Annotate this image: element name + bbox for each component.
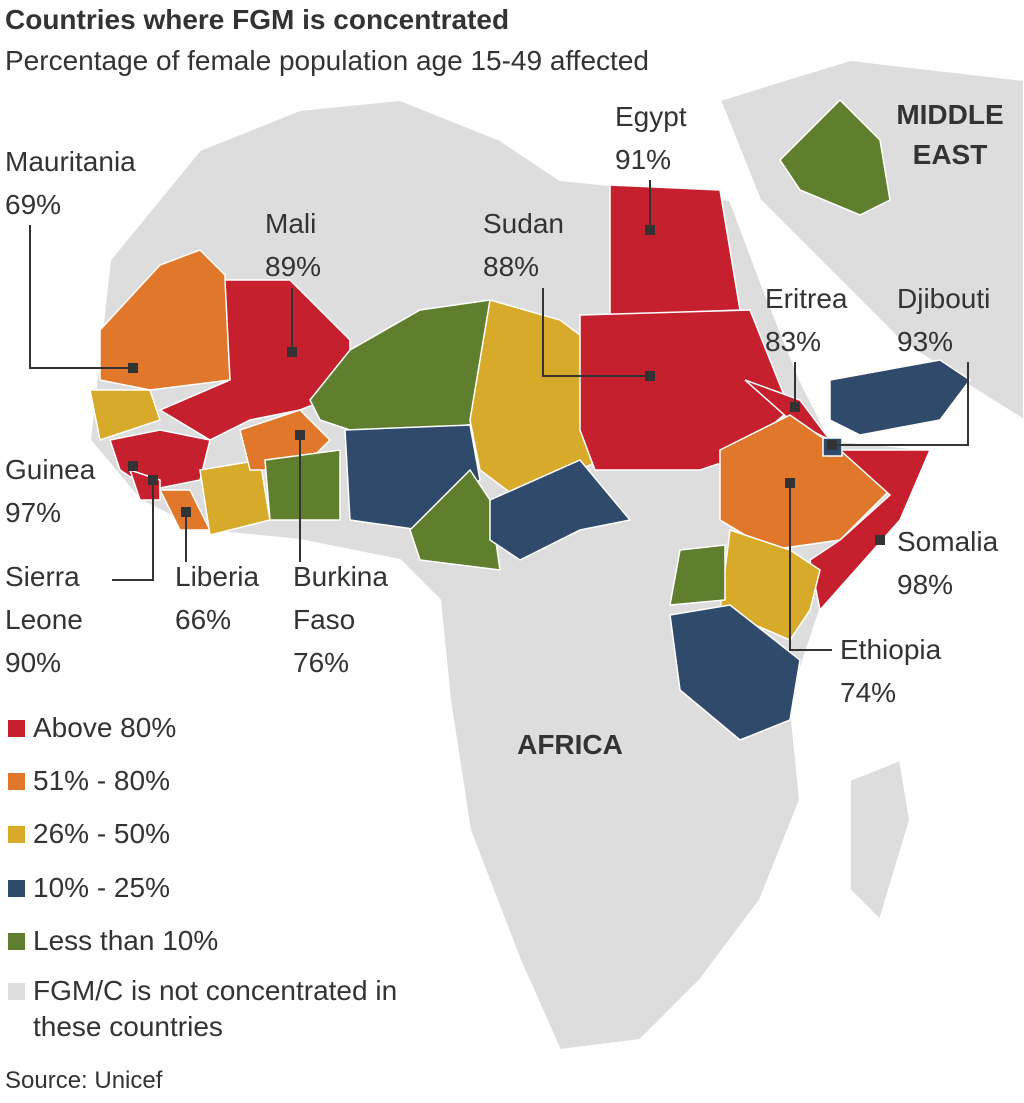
country-label: Burkina Faso 76% <box>293 555 413 684</box>
legend-swatch <box>8 880 25 897</box>
country-value: 97% <box>5 497 62 528</box>
legend-label: 51% - 80% <box>33 765 170 796</box>
countries <box>89 98 972 741</box>
country-name: Ethiopia <box>840 634 942 665</box>
country-value: 74% <box>840 677 897 708</box>
country-name: Liberia <box>175 561 260 592</box>
country-name: Guinea <box>5 454 96 485</box>
region-label: AFRICA <box>517 729 623 760</box>
country-label: Egypt 91% <box>615 95 687 181</box>
legend-label: FGM/C is not concentrated in these count… <box>33 975 398 1042</box>
title: Countries where FGM is concentrated <box>5 4 510 35</box>
country-name: Mauritania <box>5 146 136 177</box>
country-value: 88% <box>483 251 540 282</box>
country-value: 69% <box>5 189 62 220</box>
country-label: Djibouti 93% <box>897 277 990 363</box>
country-value: 89% <box>265 251 322 282</box>
country-value: 91% <box>615 144 672 175</box>
country-name: Eritrea <box>765 283 848 314</box>
leader-lines <box>29 180 969 651</box>
country-name: Sierra Leone <box>5 561 83 635</box>
legend-label: Less than 10% <box>33 925 219 956</box>
legend-label: Above 80% <box>33 712 177 743</box>
country-label: Ethiopia 74% <box>840 628 941 714</box>
country-value: 66% <box>175 604 232 635</box>
markers <box>128 225 885 545</box>
legend-swatch <box>8 773 25 790</box>
country-name: Sudan <box>483 208 564 239</box>
legend-swatch <box>8 826 25 843</box>
country-value: 93% <box>897 326 954 357</box>
legend-swatch <box>8 983 25 1000</box>
country-label: Eritrea 83% <box>765 277 847 363</box>
legend-swatch <box>8 933 25 950</box>
region-label: MIDDLE EAST <box>896 99 1004 170</box>
legend-label: 10% - 25% <box>33 872 170 903</box>
source: Source: Unicef <box>5 1067 163 1094</box>
country-label: Mauritania 69% <box>5 140 136 226</box>
subtitle: Percentage of female population age 15-4… <box>5 45 649 76</box>
country-value: 76% <box>293 647 350 678</box>
country-value: 98% <box>897 569 954 600</box>
country-label: Sierra Leone 90% <box>5 555 105 684</box>
country-name: Somalia <box>897 526 999 557</box>
country-name: Mali <box>265 208 317 239</box>
country-label: Sudan 88% <box>483 202 564 288</box>
country-name: Burkina Faso <box>293 561 388 635</box>
country-name: Egypt <box>615 101 687 132</box>
country-label: Somalia 98% <box>897 520 998 606</box>
country-name: Djibouti <box>897 283 991 314</box>
country-label: Guinea 97% <box>5 448 95 534</box>
legend-label: 26% - 50% <box>33 818 170 849</box>
legend-swatch <box>8 720 25 737</box>
country-label: Mali 89% <box>265 202 321 288</box>
country-value: 90% <box>5 647 62 678</box>
country-label: Liberia 66% <box>175 555 259 641</box>
country-value: 83% <box>765 326 822 357</box>
